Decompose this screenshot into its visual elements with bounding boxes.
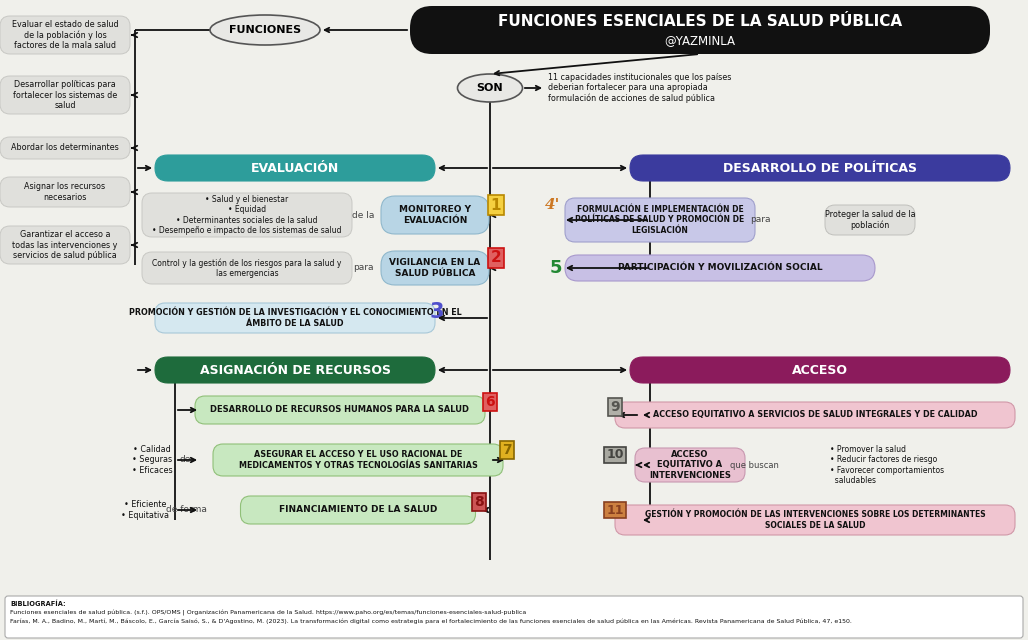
FancyBboxPatch shape xyxy=(630,357,1009,383)
Text: ACCESO EQUITATIVO A SERVICIOS DE SALUD INTEGRALES Y DE CALIDAD: ACCESO EQUITATIVO A SERVICIOS DE SALUD I… xyxy=(653,410,978,419)
Text: para: para xyxy=(353,264,373,273)
Text: de: de xyxy=(179,456,190,465)
Text: FINANCIAMIENTO DE LA SALUD: FINANCIAMIENTO DE LA SALUD xyxy=(279,506,437,515)
FancyBboxPatch shape xyxy=(5,596,1023,638)
FancyBboxPatch shape xyxy=(155,357,435,383)
Text: Evaluar el estado de salud
de la población y los
factores de la mala salud: Evaluar el estado de salud de la poblaci… xyxy=(11,20,118,50)
Text: • Promover la salud
• Reducir factores de riesgo
• Favorecer comportamientos
  s: • Promover la salud • Reducir factores d… xyxy=(830,445,944,485)
Text: 11: 11 xyxy=(607,504,624,516)
FancyBboxPatch shape xyxy=(213,444,503,476)
Text: ACCESO: ACCESO xyxy=(792,364,848,376)
Text: 7: 7 xyxy=(503,443,512,457)
Text: Abordar los determinantes: Abordar los determinantes xyxy=(11,143,119,152)
Text: • Salud y el bienestar
• Equidad
• Determinantes sociales de la salud
• Desempeñ: • Salud y el bienestar • Equidad • Deter… xyxy=(152,195,341,235)
Text: ASIGNACIÓN DE RECURSOS: ASIGNACIÓN DE RECURSOS xyxy=(199,364,391,376)
FancyBboxPatch shape xyxy=(0,16,130,54)
FancyBboxPatch shape xyxy=(381,196,489,234)
FancyBboxPatch shape xyxy=(0,137,130,159)
Text: FUNCIONES ESENCIALES DE LA SALUD PÚBLICA: FUNCIONES ESENCIALES DE LA SALUD PÚBLICA xyxy=(498,13,902,29)
Text: DESARROLLO DE POLÍTICAS: DESARROLLO DE POLÍTICAS xyxy=(723,161,917,175)
Ellipse shape xyxy=(457,74,522,102)
Text: 10: 10 xyxy=(607,449,624,461)
FancyBboxPatch shape xyxy=(410,6,990,54)
Text: EVALUACIÓN: EVALUACIÓN xyxy=(251,161,339,175)
Text: 9: 9 xyxy=(611,400,620,414)
Text: 5: 5 xyxy=(550,259,562,277)
Text: 11 capacidades institucionales que los países
deberian fortalecer para una aprop: 11 capacidades institucionales que los p… xyxy=(548,73,731,103)
Text: Proteger la salud de la
población: Proteger la salud de la población xyxy=(824,210,915,230)
FancyBboxPatch shape xyxy=(565,198,755,242)
Text: MONITOREO Y
EVALUACIÓN: MONITOREO Y EVALUACIÓN xyxy=(399,205,471,225)
Text: Garantizar el acceso a
todas las intervenciones y
servicios de salud pública: Garantizar el acceso a todas las interve… xyxy=(12,230,117,260)
Text: 8: 8 xyxy=(474,495,484,509)
FancyBboxPatch shape xyxy=(825,205,915,235)
Text: Control y la gestión de los riesgos para la salud y
las emergencias: Control y la gestión de los riesgos para… xyxy=(152,258,341,278)
Text: PARTICIPACIÓN Y MOVILIZACIÓN SOCIAL: PARTICIPACIÓN Y MOVILIZACIÓN SOCIAL xyxy=(618,264,822,273)
Text: de la: de la xyxy=(352,211,374,220)
Text: 1: 1 xyxy=(490,198,502,212)
Text: ACCESO
EQUITATIVO A
INTERVENCIONES: ACCESO EQUITATIVO A INTERVENCIONES xyxy=(649,450,731,480)
FancyBboxPatch shape xyxy=(142,193,352,237)
FancyBboxPatch shape xyxy=(565,255,875,281)
Ellipse shape xyxy=(210,15,320,45)
FancyBboxPatch shape xyxy=(615,402,1015,428)
FancyBboxPatch shape xyxy=(155,303,435,333)
Text: @YAZMINLA: @YAZMINLA xyxy=(664,35,735,47)
Text: FORMULACIÓN E IMPLEMENTACIÓN DE
POLÍTICAS DE SALUD Y PROMOCIÓN DE
LEGISLACIÓN: FORMULACIÓN E IMPLEMENTACIÓN DE POLÍTICA… xyxy=(576,205,744,235)
FancyBboxPatch shape xyxy=(241,496,476,524)
Text: FUNCIONES: FUNCIONES xyxy=(229,25,301,35)
Text: 4': 4' xyxy=(546,198,560,212)
FancyBboxPatch shape xyxy=(615,505,1015,535)
FancyBboxPatch shape xyxy=(630,155,1009,181)
Text: • Eficiente
• Equitativa: • Eficiente • Equitativa xyxy=(121,500,169,520)
FancyBboxPatch shape xyxy=(155,155,435,181)
FancyBboxPatch shape xyxy=(635,448,745,482)
Text: Funciones esenciales de salud pública. (s.f.). OPS/OMS | Organización Panamerica: Funciones esenciales de salud pública. (… xyxy=(10,610,526,616)
FancyBboxPatch shape xyxy=(381,251,489,285)
Text: que buscan: que buscan xyxy=(730,461,778,470)
Text: DESARROLLO DE RECURSOS HUMANOS PARA LA SALUD: DESARROLLO DE RECURSOS HUMANOS PARA LA S… xyxy=(211,406,470,415)
Text: VIGILANCIA EN LA
SALUD PÚBLICA: VIGILANCIA EN LA SALUD PÚBLICA xyxy=(390,259,481,278)
Text: PROMOCIÓN Y GESTIÓN DE LA INVESTIGACIÓN Y EL CONOCIMIENTO EN EL
ÁMBITO DE LA SAL: PROMOCIÓN Y GESTIÓN DE LA INVESTIGACIÓN … xyxy=(128,308,462,328)
Text: para: para xyxy=(749,216,770,225)
Text: ASEGURAR EL ACCESO Y EL USO RACIONAL DE
MEDICAMENTOS Y OTRAS TECNOLOGÍAS SANITAR: ASEGURAR EL ACCESO Y EL USO RACIONAL DE … xyxy=(238,451,477,470)
Text: • Calidad
• Seguras
• Eficaces: • Calidad • Seguras • Eficaces xyxy=(132,445,173,475)
Text: Desarrollar políticas para
fortalecer los sistemas de
salud: Desarrollar políticas para fortalecer lo… xyxy=(13,80,117,110)
FancyBboxPatch shape xyxy=(0,76,130,114)
Text: 6: 6 xyxy=(485,395,494,409)
FancyBboxPatch shape xyxy=(142,252,352,284)
FancyBboxPatch shape xyxy=(0,177,130,207)
Text: Farías, M. A., Badino, M., Martí, M., Báscolo, E., García Saisó, S., & D'Agostin: Farías, M. A., Badino, M., Martí, M., Bá… xyxy=(10,619,852,625)
FancyBboxPatch shape xyxy=(0,226,130,264)
Text: 3: 3 xyxy=(430,302,444,322)
Text: BIBLIOGRAFÍA:: BIBLIOGRAFÍA: xyxy=(10,601,66,607)
Text: GESTIÓN Y PROMOCIÓN DE LAS INTERVENCIONES SOBRE LOS DETERMINANTES
SOCIALES DE LA: GESTIÓN Y PROMOCIÓN DE LAS INTERVENCIONE… xyxy=(645,510,985,530)
Text: de forma: de forma xyxy=(166,506,207,515)
FancyBboxPatch shape xyxy=(195,396,485,424)
Text: Asignar los recursos
necesarios: Asignar los recursos necesarios xyxy=(25,182,106,202)
Text: SON: SON xyxy=(477,83,504,93)
Text: 2: 2 xyxy=(490,250,502,266)
